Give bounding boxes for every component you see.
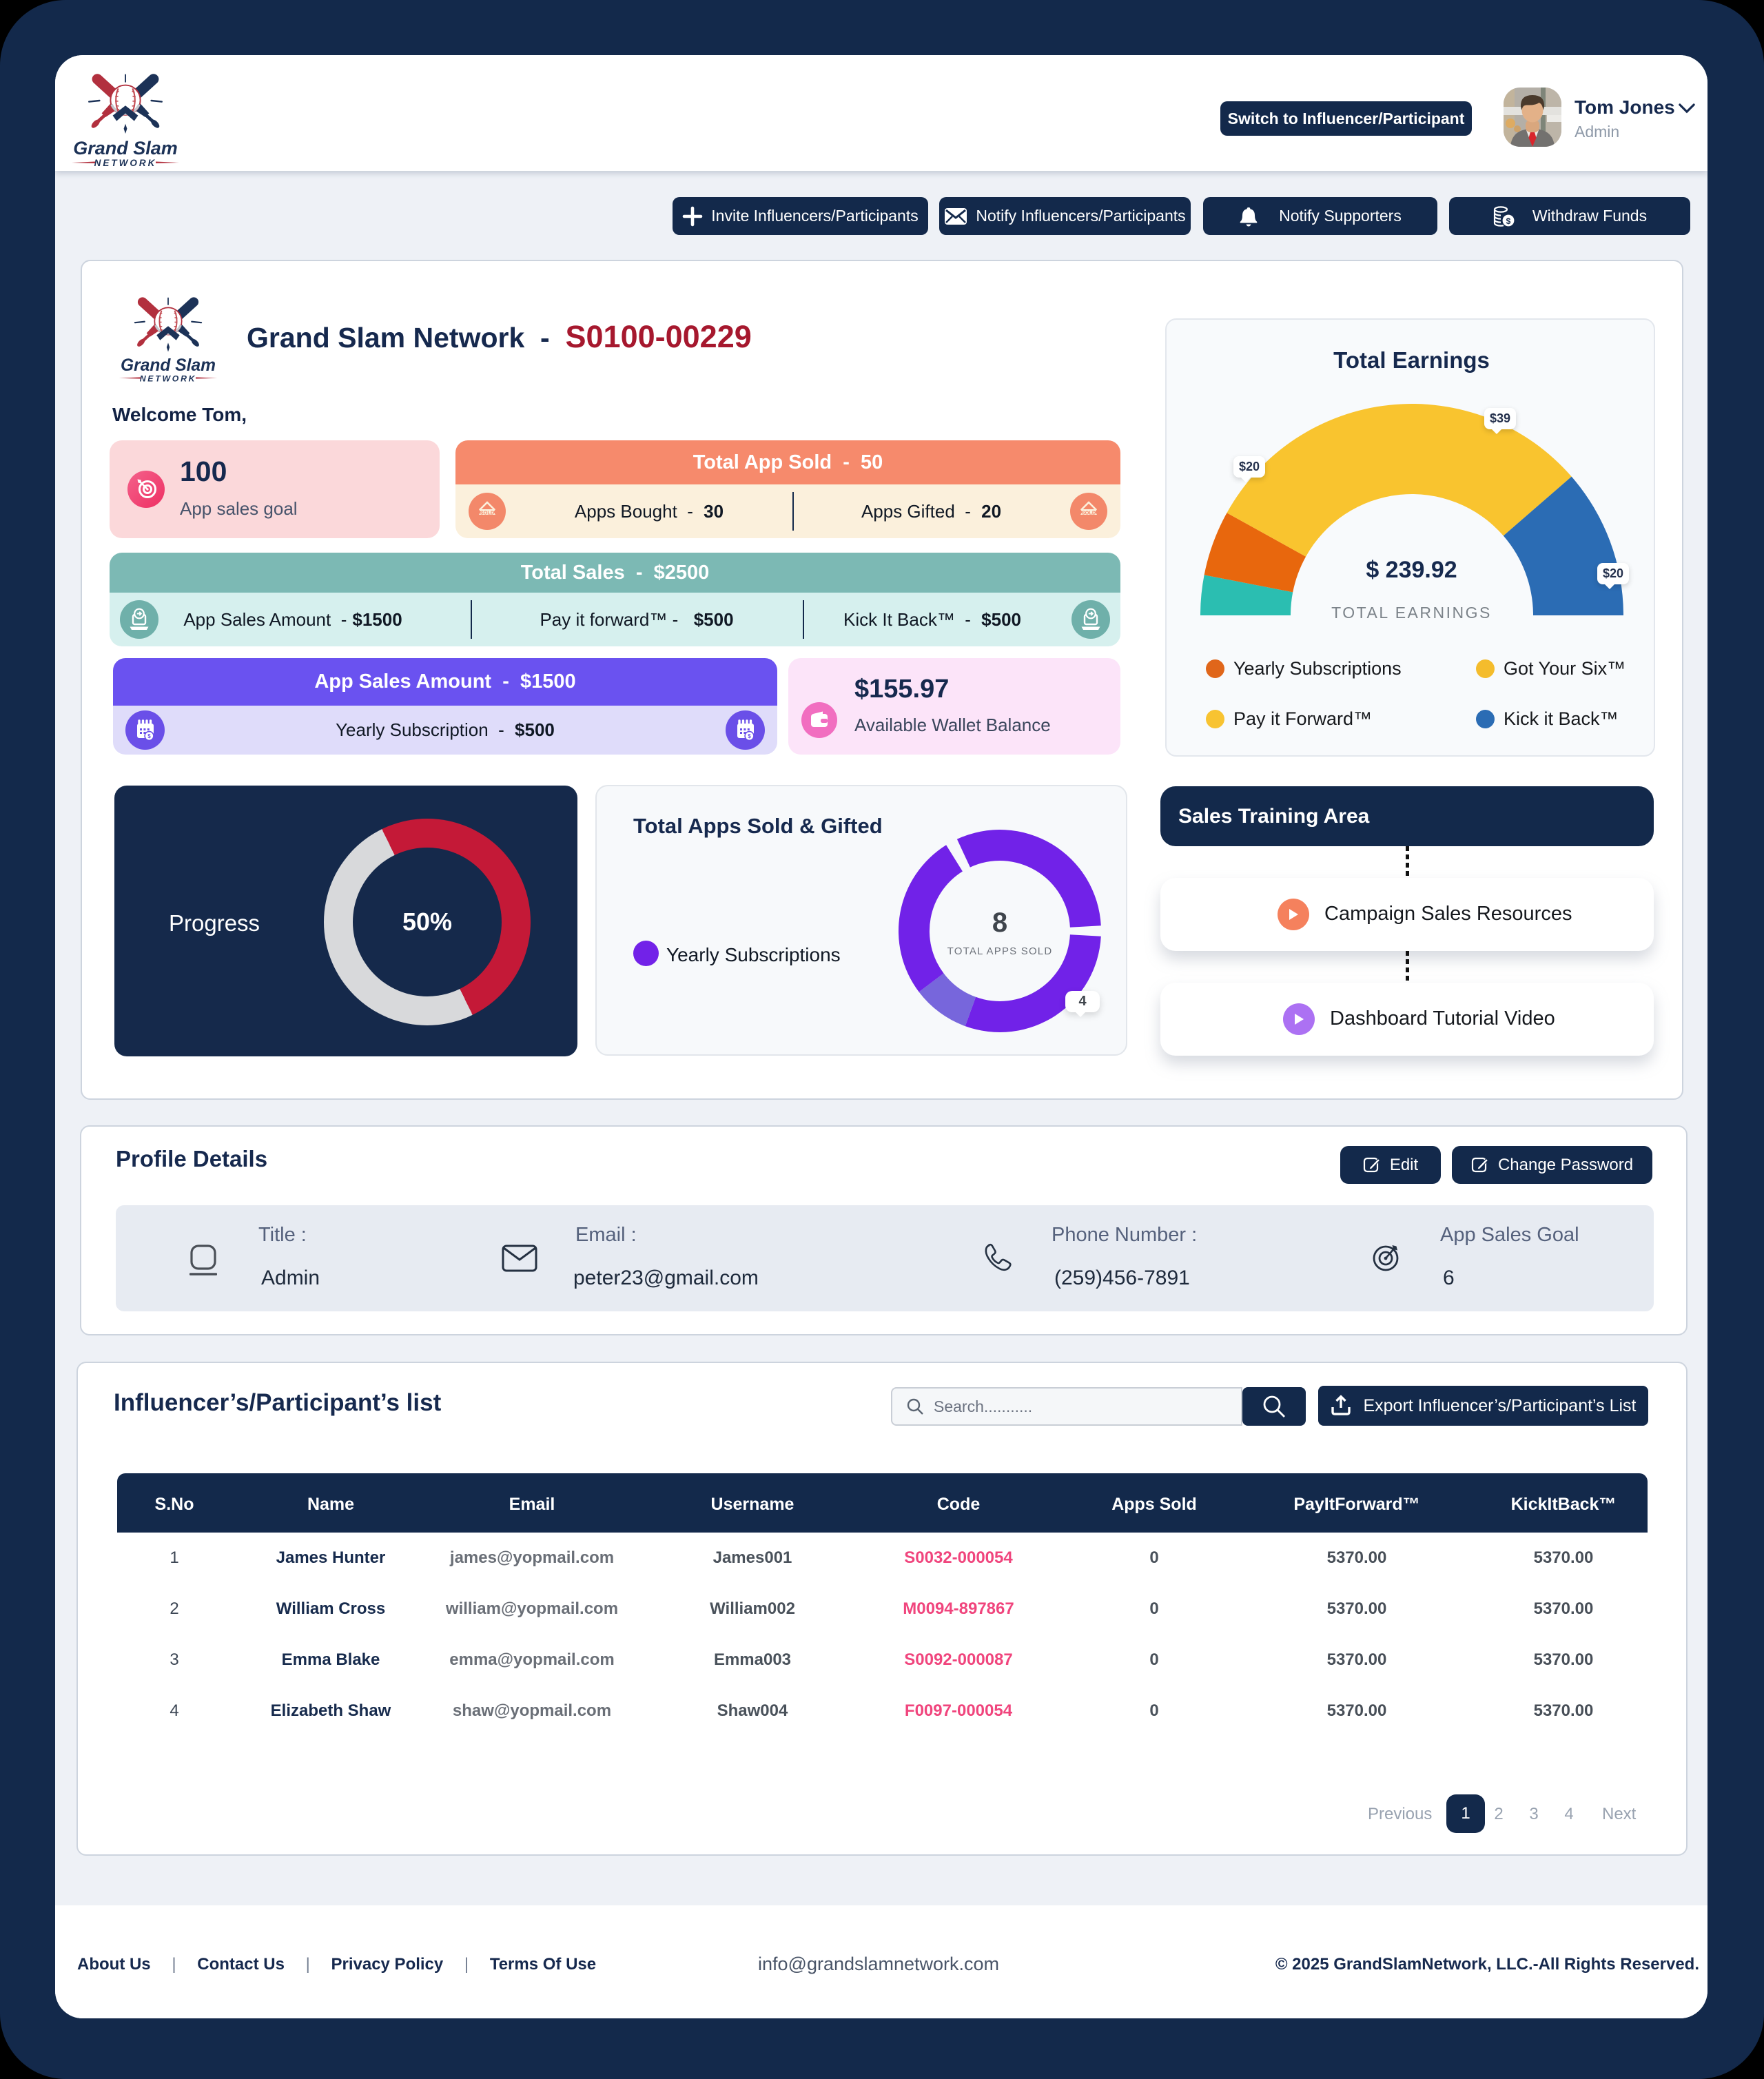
svg-text:Grand Slam: Grand Slam: [121, 356, 216, 375]
svg-text:Grand Slam: Grand Slam: [73, 138, 178, 158]
svg-text:SOLD: SOLD: [1082, 509, 1096, 515]
svg-text:SOLD: SOLD: [480, 509, 495, 515]
svg-text:$: $: [1506, 216, 1511, 226]
svg-text:$: $: [147, 733, 151, 739]
svg-text:$: $: [748, 733, 751, 739]
svg-text:NETWORK: NETWORK: [140, 373, 197, 383]
svg-text:NETWORK: NETWORK: [94, 158, 157, 168]
